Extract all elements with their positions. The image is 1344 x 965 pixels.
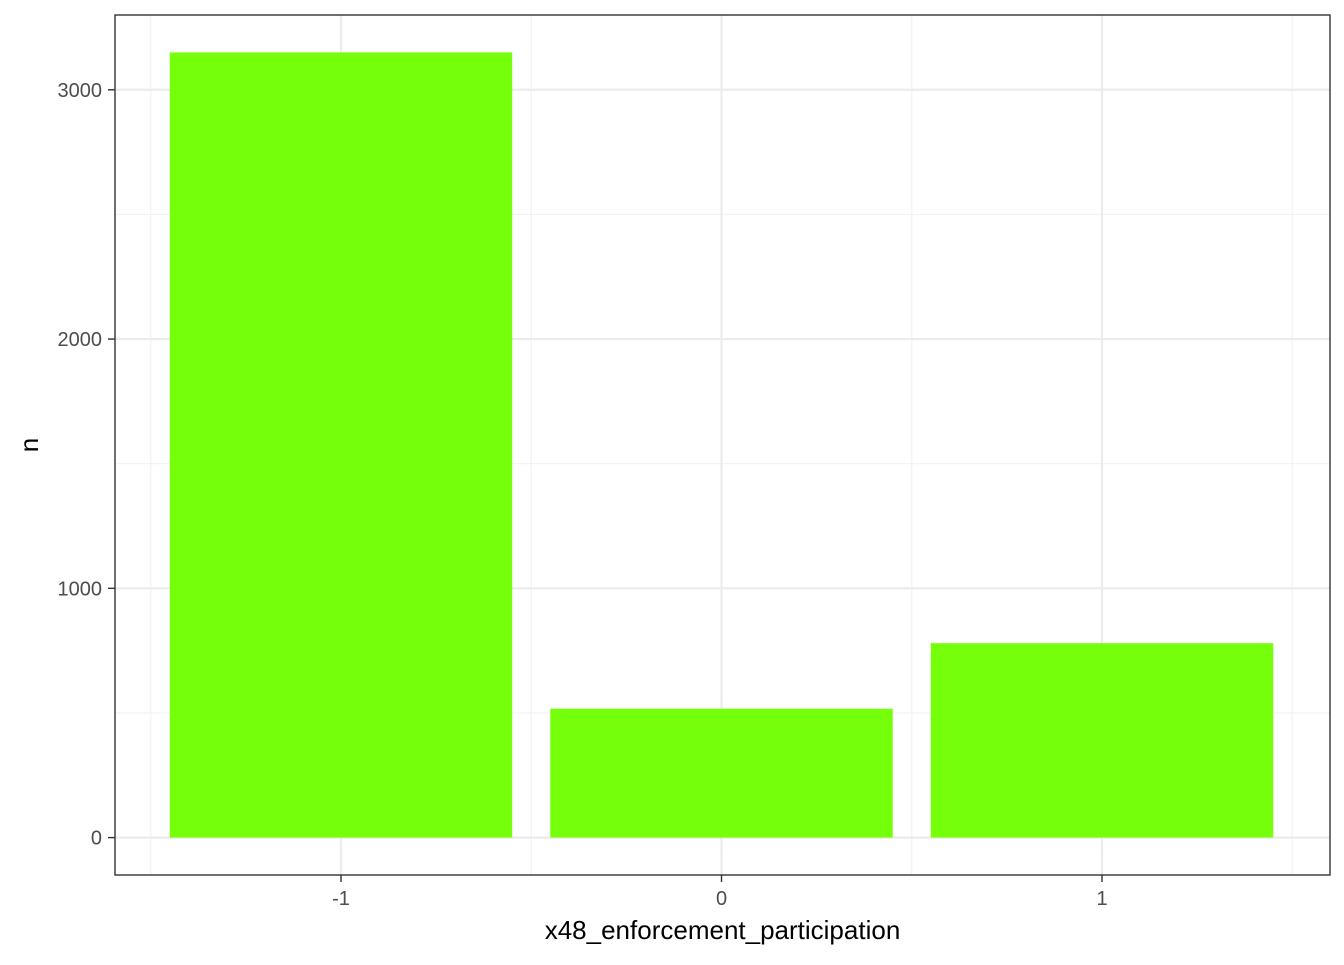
bars	[169, 52, 1274, 838]
x-tick-label: 1	[1096, 888, 1107, 910]
bar-0	[550, 708, 893, 838]
y-axis-title: n	[14, 438, 44, 452]
y-tick-label: 0	[91, 828, 102, 850]
x-axis-title: x48_enforcement_participation	[545, 915, 901, 945]
bar-1	[930, 643, 1274, 838]
axis-ticks: 0 1000 2000 3000 -1 0 1	[58, 80, 1108, 910]
plot-panel-border	[114, 14, 1331, 876]
bar--1	[169, 52, 513, 838]
y-tick-label: 3000	[58, 80, 103, 102]
x-tick-label: -1	[332, 888, 350, 910]
y-tick-label: 1000	[58, 578, 103, 600]
x-tick-label: 0	[716, 888, 727, 910]
y-tick-label: 2000	[58, 329, 103, 351]
